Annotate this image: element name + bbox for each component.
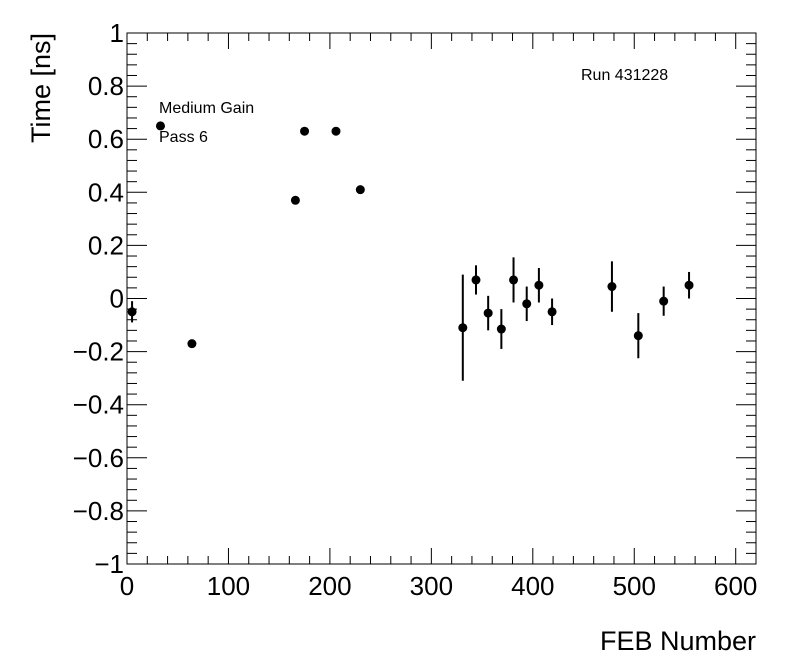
point-marker bbox=[522, 299, 532, 309]
point-marker bbox=[496, 324, 506, 334]
y-tick-label: −0.2 bbox=[73, 337, 124, 367]
point-marker bbox=[684, 280, 694, 290]
x-tick-label: 500 bbox=[613, 571, 656, 601]
data-point bbox=[607, 261, 617, 312]
x-tick-label: 100 bbox=[207, 571, 250, 601]
y-tick-label: −0.6 bbox=[73, 443, 124, 473]
data-point bbox=[458, 274, 468, 381]
point-marker bbox=[300, 126, 310, 136]
data-point bbox=[633, 313, 643, 359]
y-tick-label: 0.4 bbox=[88, 177, 124, 207]
point-marker bbox=[483, 308, 493, 318]
data-point bbox=[290, 195, 300, 205]
run-annotation: Run 431228 bbox=[581, 67, 668, 84]
point-marker bbox=[187, 339, 197, 349]
data-point bbox=[471, 265, 481, 295]
data-point bbox=[300, 126, 310, 136]
data-point bbox=[684, 271, 694, 299]
x-tick-label: 0 bbox=[120, 571, 134, 601]
x-tick-label: 200 bbox=[308, 571, 351, 601]
point-marker bbox=[659, 296, 669, 306]
y-tick-label: −1 bbox=[94, 549, 124, 579]
x-tick-label: 600 bbox=[714, 571, 757, 601]
data-point bbox=[331, 126, 341, 136]
data-point bbox=[534, 267, 544, 303]
y-tick-label: 1 bbox=[110, 18, 124, 48]
point-marker bbox=[355, 185, 365, 195]
point-marker bbox=[471, 275, 481, 285]
y-tick-label: −0.4 bbox=[73, 390, 124, 420]
data-point bbox=[355, 185, 365, 195]
point-marker bbox=[331, 126, 341, 136]
point-marker bbox=[127, 307, 137, 317]
y-tick-label: 0.6 bbox=[88, 124, 124, 154]
point-marker bbox=[458, 323, 468, 333]
pass-annotation: Pass 6 bbox=[159, 129, 208, 146]
x-axis-title: FEB Number bbox=[600, 626, 756, 656]
gain-annotation: Medium Gain bbox=[159, 100, 254, 117]
data-point bbox=[187, 339, 197, 349]
data-point bbox=[155, 121, 165, 131]
point-marker bbox=[509, 275, 519, 285]
data-point bbox=[483, 295, 493, 331]
axis-tick-labels: 0 100 200 300 400 500 600 −1 −0.8 −0.6 −0.4 −0.2 0 0.… bbox=[73, 18, 758, 601]
data-points bbox=[127, 121, 694, 381]
point-marker bbox=[547, 307, 557, 317]
y-tick-label: 0 bbox=[110, 284, 124, 314]
y-tick-label: 0.2 bbox=[88, 230, 124, 260]
y-axis-title: Time [ns] bbox=[26, 33, 56, 143]
data-point bbox=[659, 286, 669, 316]
point-marker bbox=[607, 282, 617, 292]
point-marker bbox=[633, 331, 643, 341]
point-marker bbox=[155, 121, 165, 131]
x-tick-label: 400 bbox=[511, 571, 554, 601]
axis-ticks bbox=[126, 32, 757, 565]
data-point bbox=[547, 298, 557, 326]
point-marker bbox=[290, 195, 300, 205]
point-marker bbox=[534, 280, 544, 290]
data-point bbox=[522, 286, 532, 322]
data-point bbox=[127, 301, 137, 323]
data-point bbox=[509, 257, 519, 303]
y-tick-label: 0.8 bbox=[88, 71, 124, 101]
data-point bbox=[496, 309, 506, 349]
x-tick-label: 300 bbox=[410, 571, 453, 601]
y-tick-label: −0.8 bbox=[73, 496, 124, 526]
